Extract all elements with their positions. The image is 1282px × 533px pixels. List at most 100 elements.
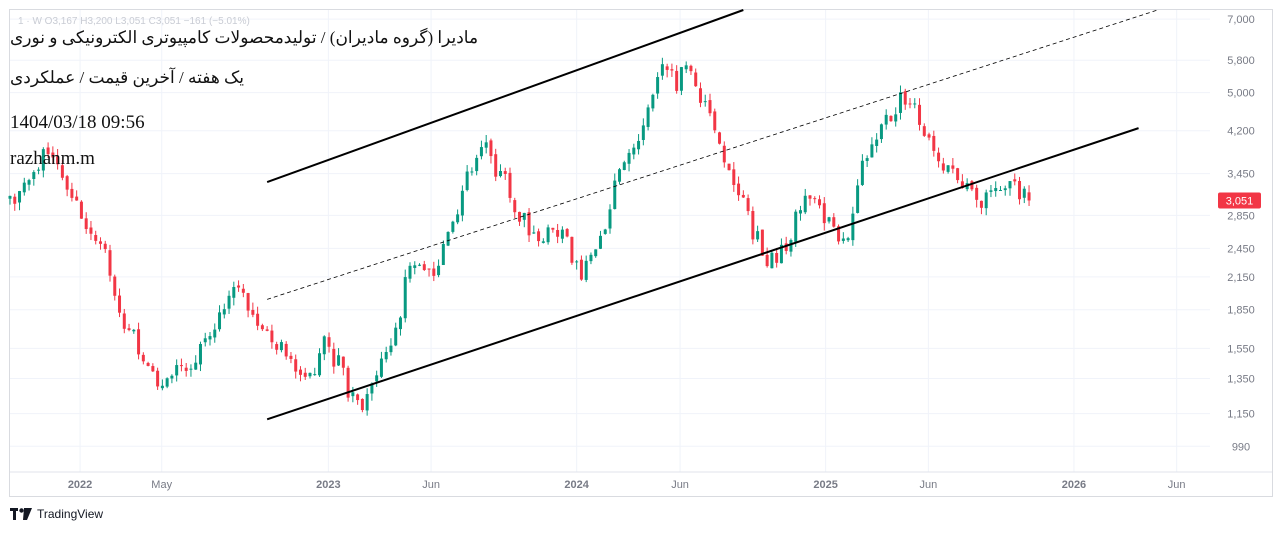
x-tick-label[interactable]: 2024 xyxy=(564,479,589,491)
candle-body[interactable] xyxy=(665,66,669,70)
candle-body[interactable] xyxy=(937,152,941,162)
candle-body[interactable] xyxy=(627,152,631,164)
candle-body[interactable] xyxy=(470,171,474,173)
candle-body[interactable] xyxy=(113,276,117,296)
candle-body[interactable] xyxy=(218,312,222,330)
candle-body[interactable] xyxy=(503,171,507,174)
candle-body[interactable] xyxy=(613,180,617,210)
candle-body[interactable] xyxy=(841,238,845,241)
candle-body[interactable] xyxy=(789,240,793,252)
chart-frame[interactable] xyxy=(9,9,1273,497)
candle-body[interactable] xyxy=(356,394,360,401)
candle-body[interactable] xyxy=(151,366,155,372)
candle-body[interactable] xyxy=(556,230,560,237)
candle-body[interactable] xyxy=(770,252,774,269)
candle-body[interactable] xyxy=(641,125,645,140)
candle-body[interactable] xyxy=(46,147,50,155)
candle-body[interactable] xyxy=(708,100,712,114)
candle-body[interactable] xyxy=(703,101,707,103)
x-tick-label[interactable]: Jun xyxy=(1168,479,1186,491)
candle-body[interactable] xyxy=(798,210,802,214)
candle-body[interactable] xyxy=(903,91,907,105)
candle-body[interactable] xyxy=(727,163,731,171)
candle-body[interactable] xyxy=(298,369,302,375)
candle-body[interactable] xyxy=(946,165,950,172)
candle-body[interactable] xyxy=(551,227,555,230)
candle-body[interactable] xyxy=(94,235,98,241)
candle-body[interactable] xyxy=(184,367,188,371)
candle-body[interactable] xyxy=(684,65,688,70)
candle-body[interactable] xyxy=(51,152,55,158)
candle-body[interactable] xyxy=(198,343,202,365)
candle-body[interactable] xyxy=(951,165,955,169)
candle-body[interactable] xyxy=(489,140,493,157)
candle-body[interactable] xyxy=(513,200,517,213)
candle-body[interactable] xyxy=(127,328,131,331)
candle-body[interactable] xyxy=(941,163,945,171)
candle-body[interactable] xyxy=(575,261,579,263)
candle-body[interactable] xyxy=(822,203,826,224)
candle-body[interactable] xyxy=(432,268,436,276)
candle-body[interactable] xyxy=(13,196,17,204)
candle-body[interactable] xyxy=(589,254,593,262)
candle-body[interactable] xyxy=(389,345,393,353)
candle-body[interactable] xyxy=(827,217,831,222)
x-tick-label[interactable]: 2022 xyxy=(68,479,92,491)
candle-body[interactable] xyxy=(422,264,426,270)
candle-body[interactable] xyxy=(251,309,255,315)
candle-body[interactable] xyxy=(651,94,655,109)
candle-body[interactable] xyxy=(370,383,374,394)
candle-body[interactable] xyxy=(837,226,841,242)
candle-body[interactable] xyxy=(498,171,502,177)
candle-body[interactable] xyxy=(237,285,241,288)
candle-body[interactable] xyxy=(189,368,193,370)
candle-body[interactable] xyxy=(689,65,693,72)
candle-body[interactable] xyxy=(118,295,122,313)
candle-body[interactable] xyxy=(765,254,769,267)
candle-body[interactable] xyxy=(379,358,383,377)
candle-body[interactable] xyxy=(860,160,864,185)
candle-body[interactable] xyxy=(603,229,607,234)
candle-body[interactable] xyxy=(922,126,926,136)
candle-body[interactable] xyxy=(889,115,893,122)
candle-body[interactable] xyxy=(884,114,888,125)
candle-body[interactable] xyxy=(141,354,145,362)
candle-body[interactable] xyxy=(98,241,102,244)
candle-body[interactable] xyxy=(256,313,260,326)
candle-body[interactable] xyxy=(732,169,736,185)
candle-body[interactable] xyxy=(484,142,488,148)
candle-body[interactable] xyxy=(760,229,764,256)
candle-body[interactable] xyxy=(56,156,60,165)
candle-body[interactable] xyxy=(713,111,717,131)
candle-body[interactable] xyxy=(84,218,88,230)
candle-body[interactable] xyxy=(532,232,536,234)
x-tick-label[interactable]: Jun xyxy=(919,479,937,491)
tradingview-logo[interactable]: TradingView xyxy=(10,507,103,521)
candle-body[interactable] xyxy=(146,362,150,366)
candle-body[interactable] xyxy=(913,103,917,105)
candle-body[interactable] xyxy=(327,337,331,347)
candle-body[interactable] xyxy=(213,329,217,338)
candle-body[interactable] xyxy=(875,139,879,146)
candle-body[interactable] xyxy=(227,295,231,309)
candle-body[interactable] xyxy=(375,375,379,382)
candle-body[interactable] xyxy=(570,236,574,263)
candle-body[interactable] xyxy=(670,69,674,71)
candle-body[interactable] xyxy=(1013,179,1017,182)
candle-body[interactable] xyxy=(756,231,760,240)
candle-body[interactable] xyxy=(632,147,636,155)
candle-body[interactable] xyxy=(132,329,136,332)
x-tick-label[interactable]: 2026 xyxy=(1062,479,1086,491)
candle-body[interactable] xyxy=(179,365,183,367)
candle-body[interactable] xyxy=(270,330,274,343)
candle-body[interactable] xyxy=(260,325,264,330)
candle-body[interactable] xyxy=(384,351,388,360)
candle-body[interactable] xyxy=(1018,180,1022,200)
candle-body[interactable] xyxy=(37,169,41,171)
candle-body[interactable] xyxy=(618,169,622,182)
candle-body[interactable] xyxy=(22,182,26,193)
candle-body[interactable] xyxy=(341,356,345,368)
candle-body[interactable] xyxy=(232,287,236,298)
candle-body[interactable] xyxy=(660,64,664,76)
candle-body[interactable] xyxy=(170,375,174,379)
